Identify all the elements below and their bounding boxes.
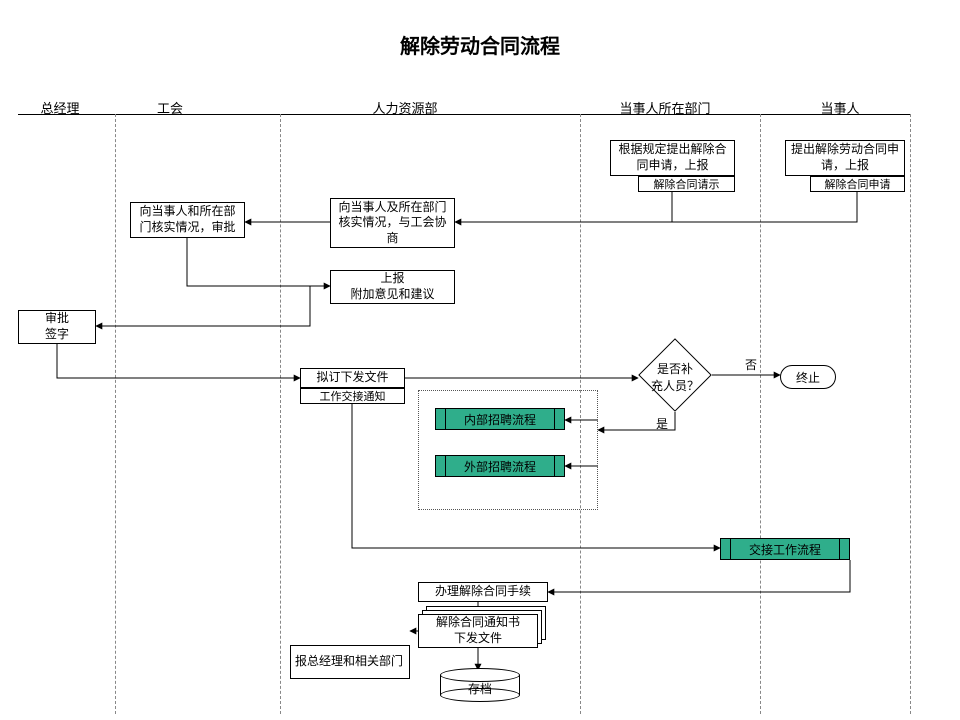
decision-label: 是否补 充人员？: [645, 360, 705, 394]
tag-dept-request: 解除合同请示: [638, 176, 735, 192]
node-party-request: 提出解除劳动合同申请，上报: [785, 140, 905, 176]
node-draft-doc: 拟订下发文件: [300, 368, 405, 388]
node-notice: 解除合同通知书 下发文件: [418, 614, 538, 648]
node-archive: 存档: [440, 668, 520, 702]
label-yes: 是: [656, 415, 668, 432]
node-report-gm: 报总经理和相关部门: [290, 645, 410, 679]
subprocess-external: 外部招聘流程: [435, 455, 565, 477]
node-terminate: 终止: [780, 365, 836, 389]
subprocess-internal: 内部招聘流程: [435, 408, 565, 430]
node-union-verify: 向当事人和所在部门核实情况，审批: [130, 202, 245, 238]
header-rule: [18, 114, 910, 115]
node-dept-request: 根据规定提出解除合同申请，上报: [610, 140, 735, 176]
lane-sep-4: [760, 114, 761, 714]
node-hr-report: 上报 附加意见和建议: [330, 270, 455, 304]
node-handle: 办理解除合同手续: [418, 582, 548, 602]
node-hr-verify: 向当事人及所在部门核实情况，与工会协商: [330, 198, 455, 248]
tag-party-request: 解除合同申请: [810, 176, 905, 192]
subprocess-handover: 交接工作流程: [720, 538, 850, 560]
archive-label: 存档: [440, 680, 520, 697]
lane-sep-5: [910, 114, 911, 714]
lane-sep-2: [280, 114, 281, 714]
page-title: 解除劳动合同流程: [0, 30, 960, 59]
lane-sep-1: [115, 114, 116, 714]
node-gm-approve: 审批 签字: [18, 310, 96, 344]
tag-draft-doc: 工作交接通知: [300, 388, 405, 404]
label-no: 否: [745, 356, 757, 373]
